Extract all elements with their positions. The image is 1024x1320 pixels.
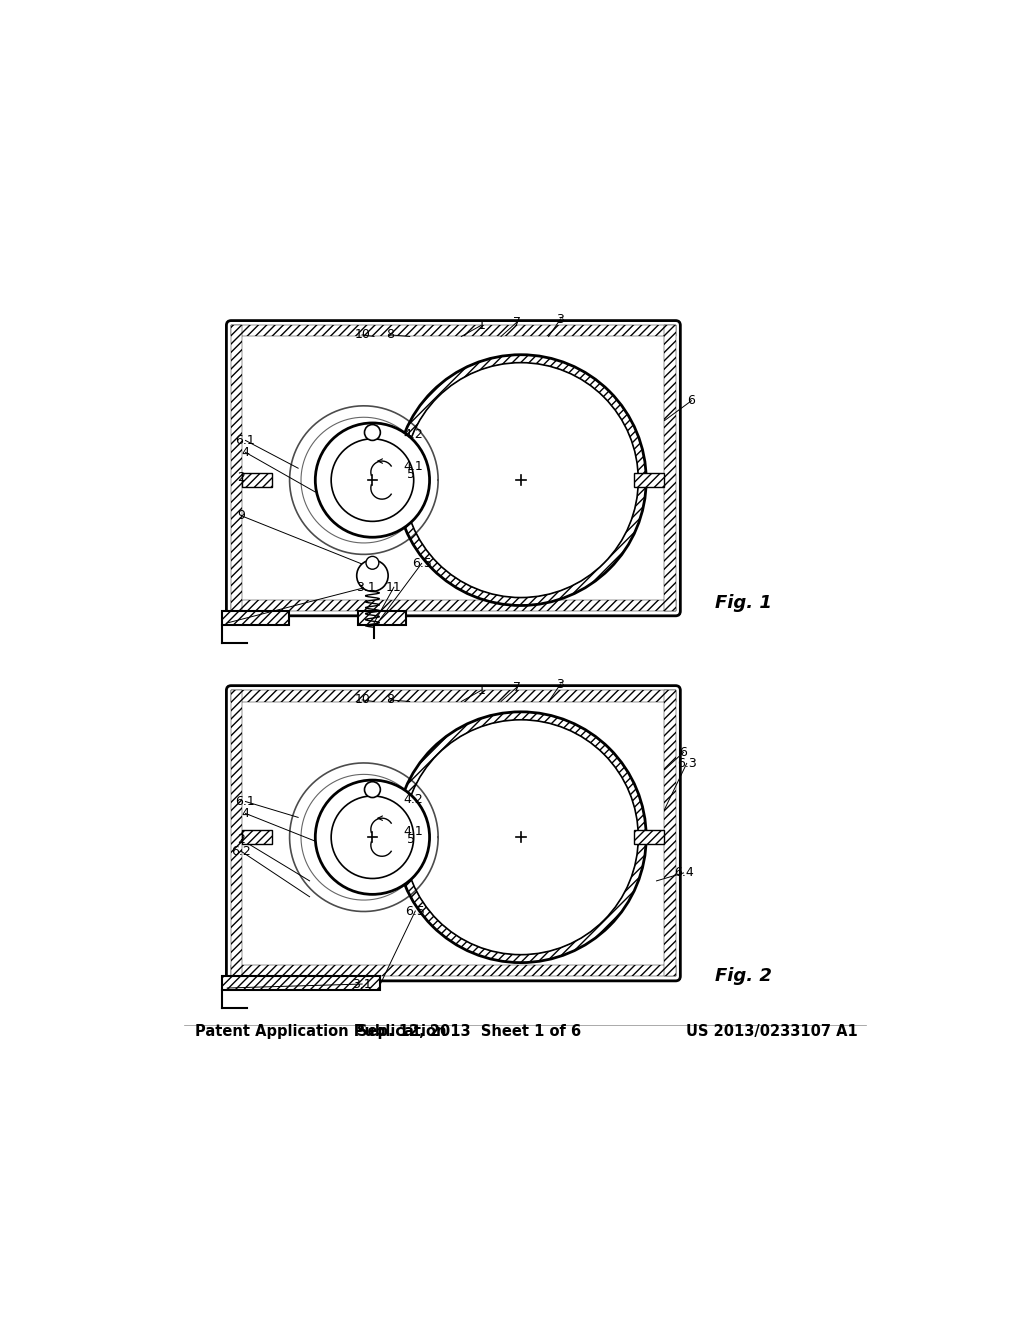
- Bar: [231, 690, 676, 701]
- Bar: [665, 690, 676, 975]
- Text: 6.4: 6.4: [674, 866, 693, 879]
- Circle shape: [356, 560, 388, 591]
- Text: 4: 4: [242, 446, 250, 459]
- Text: 11: 11: [386, 581, 401, 594]
- FancyBboxPatch shape: [226, 321, 680, 616]
- Text: 6.3: 6.3: [677, 756, 696, 770]
- Wedge shape: [395, 355, 646, 606]
- Text: 3.1: 3.1: [352, 978, 372, 990]
- Bar: [358, 611, 406, 626]
- Circle shape: [331, 796, 414, 879]
- Circle shape: [404, 364, 637, 595]
- Text: 1: 1: [477, 319, 485, 331]
- Text: 10: 10: [354, 329, 370, 342]
- Circle shape: [315, 780, 430, 895]
- Bar: [634, 473, 665, 487]
- Text: Fig. 2: Fig. 2: [715, 968, 771, 985]
- Bar: [243, 473, 272, 487]
- Text: 6.2: 6.2: [231, 845, 251, 858]
- Text: 3: 3: [557, 313, 564, 326]
- Text: 4.1: 4.1: [403, 461, 424, 473]
- Wedge shape: [315, 422, 430, 537]
- Bar: [231, 599, 676, 611]
- Text: 5: 5: [407, 469, 415, 480]
- Wedge shape: [315, 780, 430, 895]
- Circle shape: [365, 781, 380, 797]
- Text: 6.5: 6.5: [412, 557, 431, 570]
- Text: Patent Application Publication: Patent Application Publication: [196, 1024, 446, 1039]
- Bar: [231, 325, 676, 337]
- Text: 4.2: 4.2: [403, 793, 424, 807]
- Text: 8: 8: [386, 329, 394, 342]
- Bar: [231, 690, 243, 975]
- Text: 4.2: 4.2: [403, 429, 424, 441]
- Text: 1: 1: [477, 684, 485, 697]
- Circle shape: [365, 425, 380, 441]
- FancyBboxPatch shape: [226, 685, 680, 981]
- Circle shape: [366, 556, 379, 569]
- Text: 5: 5: [407, 833, 415, 846]
- Text: 3.1: 3.1: [356, 581, 376, 594]
- Text: 3: 3: [557, 677, 564, 690]
- Text: 7: 7: [513, 681, 521, 694]
- Text: 6.1: 6.1: [236, 795, 255, 808]
- Text: 8: 8: [386, 693, 394, 706]
- Text: 9: 9: [238, 510, 246, 523]
- Bar: [231, 325, 243, 611]
- Text: 6.5: 6.5: [406, 904, 425, 917]
- Text: Sep. 12, 2013  Sheet 1 of 6: Sep. 12, 2013 Sheet 1 of 6: [357, 1024, 582, 1039]
- Text: 4: 4: [242, 807, 250, 820]
- Text: 6: 6: [687, 395, 695, 408]
- Bar: [665, 325, 676, 611]
- Text: 10: 10: [354, 693, 370, 706]
- Text: 6.1: 6.1: [236, 434, 255, 447]
- Circle shape: [404, 721, 637, 953]
- Text: 2: 2: [238, 833, 246, 846]
- Text: US 2013/0233107 A1: US 2013/0233107 A1: [686, 1024, 858, 1039]
- Bar: [231, 965, 676, 975]
- Circle shape: [315, 422, 430, 537]
- Text: Fig. 1: Fig. 1: [715, 594, 771, 612]
- Bar: [634, 830, 665, 845]
- Text: 4.1: 4.1: [403, 825, 424, 838]
- Text: 2: 2: [238, 471, 246, 484]
- Bar: [243, 830, 272, 845]
- Circle shape: [331, 438, 414, 521]
- Bar: [221, 611, 289, 626]
- Wedge shape: [395, 711, 646, 962]
- Text: 6: 6: [680, 746, 687, 759]
- Text: 7: 7: [513, 315, 521, 329]
- Bar: [221, 975, 380, 990]
